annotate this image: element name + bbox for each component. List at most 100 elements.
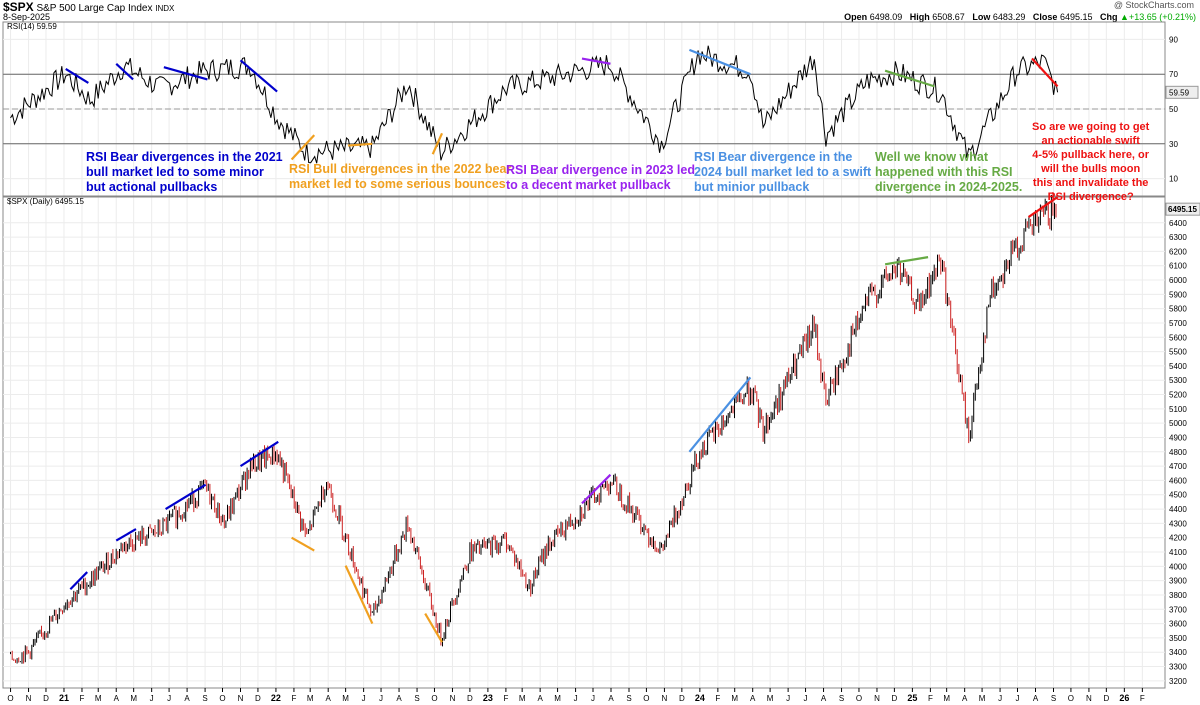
x-tick-label: 24 [695,693,705,703]
price-tick-label: 6000 [1169,276,1187,285]
rsi-divergence-line [163,66,208,81]
price-divergence-line [69,571,88,590]
rsi-divergence-line [688,48,751,76]
annotation-2025-question: So are we going to get an actionable swif… [1032,121,1150,203]
annotation-2021-bear: RSI Bear divergences in the 2021 bull mar… [86,150,283,194]
x-tick-label: M [130,694,137,703]
x-tick-label: A [537,694,543,703]
symbol: $SPX [3,0,34,14]
x-tick-label: S [1051,694,1056,703]
x-axis: O N D 21 F M A M J J A S O N D 22 F M A M J J A S O N D 23 F M A M J J A S O… [7,688,1145,703]
chg-value: +13.65 (+0.21%) [1128,12,1196,22]
price-tick-label: 6200 [1169,247,1187,256]
x-tick-label: S [626,694,631,703]
rsi-divergence-line [431,132,444,155]
price-divergence-line [1027,196,1059,218]
watermark: @ StockCharts.com [1113,0,1194,10]
price-tick-label: 6100 [1169,262,1187,271]
rsi-tick-label: 30 [1169,140,1178,149]
x-tick-label: A [608,694,614,703]
price-divergence-line [688,376,752,453]
rsi-value-box [1165,85,1199,99]
x-tick-label: A [184,694,190,703]
annotation-2022-bull: RSI Bull divergences in the 2022 bear mar… [289,162,512,191]
x-tick-label: M [307,694,314,703]
price-frame [2,196,1166,689]
close-label: Close [1032,12,1058,22]
x-tick-label: F [503,694,508,703]
price-divergence-line [424,613,443,643]
price-last-value: 6495.15 [1168,205,1197,214]
x-tick-label: N [874,694,880,703]
x-tick-label: 26 [1119,693,1129,703]
x-tick-label: F [1140,694,1145,703]
annotation-2023-bear: RSI Bear divergence in 2023 led to a dece… [506,163,695,192]
x-tick-label: A [821,694,827,703]
price-tick-label: 5800 [1169,305,1187,314]
x-tick-label: J [998,694,1002,703]
rsi-divergence-line [1031,57,1059,88]
index-name: S&P 500 Large Cap Index [36,3,153,14]
chg-label: Chg [1100,12,1118,22]
rsi-tick-label: 70 [1169,70,1178,79]
x-tick-label: N [26,694,32,703]
x-tick-label: A [962,694,968,703]
x-tick-label: F [715,694,720,703]
x-tick-label: D [467,694,473,703]
x-tick-label: A [326,694,332,703]
x-tick-label: A [396,694,402,703]
rsi-divergence-line [65,68,89,84]
price-divergence-line [291,536,315,552]
rsi-line [10,45,1059,164]
chart-date: 8-Sep-2025 [3,12,51,22]
price-tick-label: 3600 [1169,620,1187,629]
price-tick-label: 5400 [1169,362,1187,371]
x-tick-label: J [804,694,808,703]
rsi-label: RSI(14) 59.59 [7,22,57,31]
high-value: 6508.67 [932,12,965,22]
x-tick-label: D [43,694,49,703]
x-tick-label: J [150,694,154,703]
x-tick-label: D [679,694,685,703]
price-tick-label: 5700 [1169,319,1187,328]
price-tick-label: 3700 [1169,605,1187,614]
price-divergence-line [239,440,279,468]
x-tick-label: 22 [271,693,281,703]
price-tick-label: 4100 [1169,548,1187,557]
annotation-2024-bear: RSI Bear divergence in the 2024 bull mark… [694,150,872,194]
open-value: 6498.09 [869,12,903,22]
rsi-divergence-line [581,57,611,65]
price-tick-label: 5500 [1169,348,1187,357]
x-tick-label: 23 [483,693,493,703]
rsi-tick-label: 90 [1169,35,1178,44]
price-tick-label: 6300 [1169,233,1187,242]
x-tick-label: N [1086,694,1092,703]
x-tick-label: M [731,694,738,703]
price-tick-label: 4400 [1169,505,1187,514]
x-tick-label: O [1068,694,1074,703]
x-tick-label: S [202,694,207,703]
x-tick-label: D [891,694,897,703]
chg-up-icon: ▲ [1120,12,1129,22]
high-label: High [909,12,930,22]
rsi-divergence-line [115,62,134,81]
rsi-divergence-line [884,69,935,88]
ohlc-readout: Open 6498.09 High 6508.67 Low 6483.29 Cl… [844,12,1196,22]
price-divergence-line [115,528,137,542]
price-tick-label: 3300 [1169,663,1187,672]
price-value-box [1165,202,1200,216]
divergence-lines [65,48,1059,643]
x-tick-label: F [80,694,85,703]
rsi-tick-label: 50 [1169,105,1178,114]
price-panel: 6400 6300 6200 6100 6000 5900 5800 5700 5600 5500… [2,192,1200,689]
price-tick-label: 4000 [1169,562,1187,571]
rsi-last-value: 59.59 [1169,88,1190,97]
open-label: Open [844,12,868,22]
x-tick-label: M [979,694,986,703]
annotation-2024-2025: Well we know what happened with this RSI d… [875,150,1023,194]
price-divergence-line [165,483,207,511]
price-tick-label: 4300 [1169,519,1187,528]
x-tick-label: 25 [907,693,917,703]
x-tick-label: O [431,694,437,703]
price-divergence-line [581,473,612,505]
